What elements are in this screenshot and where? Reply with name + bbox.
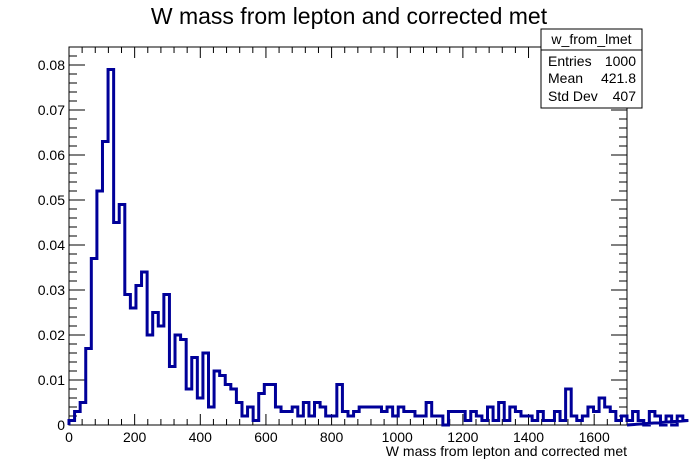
x-tick-label: 1000 (382, 429, 413, 445)
stats-mean-value: 421.8 (601, 70, 636, 86)
y-tick-label: 0.03 (38, 282, 65, 298)
x-tick-label: 200 (123, 429, 147, 445)
y-tick-label: 0.06 (38, 147, 65, 163)
stats-stddev-value: 407 (613, 88, 637, 104)
tick-labels: 0 200 400 600 800 1000 1200 1400 1600 0 0.01 0.02 0.… (38, 57, 610, 445)
stats-stddev-label: Std Dev (548, 88, 598, 104)
y-tick-label: 0.05 (38, 192, 65, 208)
stats-entries-value: 1000 (605, 53, 636, 69)
y-tick-label: 0.07 (38, 102, 65, 118)
y-tick-label: 0.04 (38, 237, 65, 253)
x-tick-label: 600 (254, 429, 278, 445)
stats-box: w_from_lmet Entries 1000 Mean 421.8 Std … (540, 28, 643, 109)
y-tick-label: 0.01 (38, 372, 65, 388)
x-tick-label: 400 (189, 429, 213, 445)
y-tick-label: 0.02 (38, 327, 65, 343)
x-tick-label: 0 (65, 429, 73, 445)
chart-title: W mass from lepton and corrected met (151, 3, 548, 29)
stats-mean-label: Mean (548, 70, 583, 86)
stats-box-frame (540, 28, 643, 109)
y-tick-label: 0 (57, 417, 65, 433)
x-tick-label: 1600 (579, 429, 610, 445)
x-tick-label: 1400 (513, 429, 544, 445)
y-tick-label: 0.08 (38, 57, 65, 73)
stats-box-name: w_from_lmet (550, 31, 631, 47)
histogram-line (67, 68, 689, 427)
x-axis-label: W mass from lepton and corrected met (386, 443, 627, 459)
stats-entries-label: Entries (548, 53, 592, 69)
x-tick-label: 800 (320, 429, 344, 445)
x-tick-label: 1200 (447, 429, 478, 445)
